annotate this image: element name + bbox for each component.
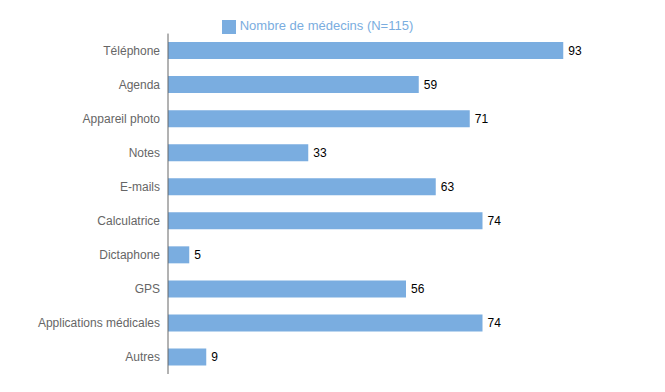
svg-text:33: 33 — [313, 146, 327, 160]
svg-text:Notes: Notes — [129, 146, 160, 160]
svg-text:GPS: GPS — [135, 282, 160, 296]
svg-text:Agenda: Agenda — [119, 78, 161, 92]
svg-text:59: 59 — [424, 78, 438, 92]
html-text:Nombre de médecins (N=115): Nombre de médecins (N=115) — [239, 18, 414, 33]
svg-text:9: 9 — [211, 350, 218, 364]
svg-text:63: 63 — [441, 180, 455, 194]
svg-text:93: 93 — [568, 44, 582, 58]
svg-text:Appareil photo: Appareil photo — [83, 112, 161, 126]
svg-text:Autres: Autres — [125, 350, 160, 364]
svg-text:Téléphone: Téléphone — [103, 44, 160, 58]
svg-text:Dictaphone: Dictaphone — [99, 248, 160, 262]
svg-text:74: 74 — [488, 214, 502, 228]
svg-text:56: 56 — [411, 282, 425, 296]
svg-text:71: 71 — [475, 112, 489, 126]
svg-text:E-mails: E-mails — [120, 180, 160, 194]
svg-text:74: 74 — [488, 316, 502, 330]
svg-text:Applications médicales: Applications médicales — [38, 316, 160, 330]
svg-text:5: 5 — [194, 248, 201, 262]
svg-text:Calculatrice: Calculatrice — [97, 214, 160, 228]
